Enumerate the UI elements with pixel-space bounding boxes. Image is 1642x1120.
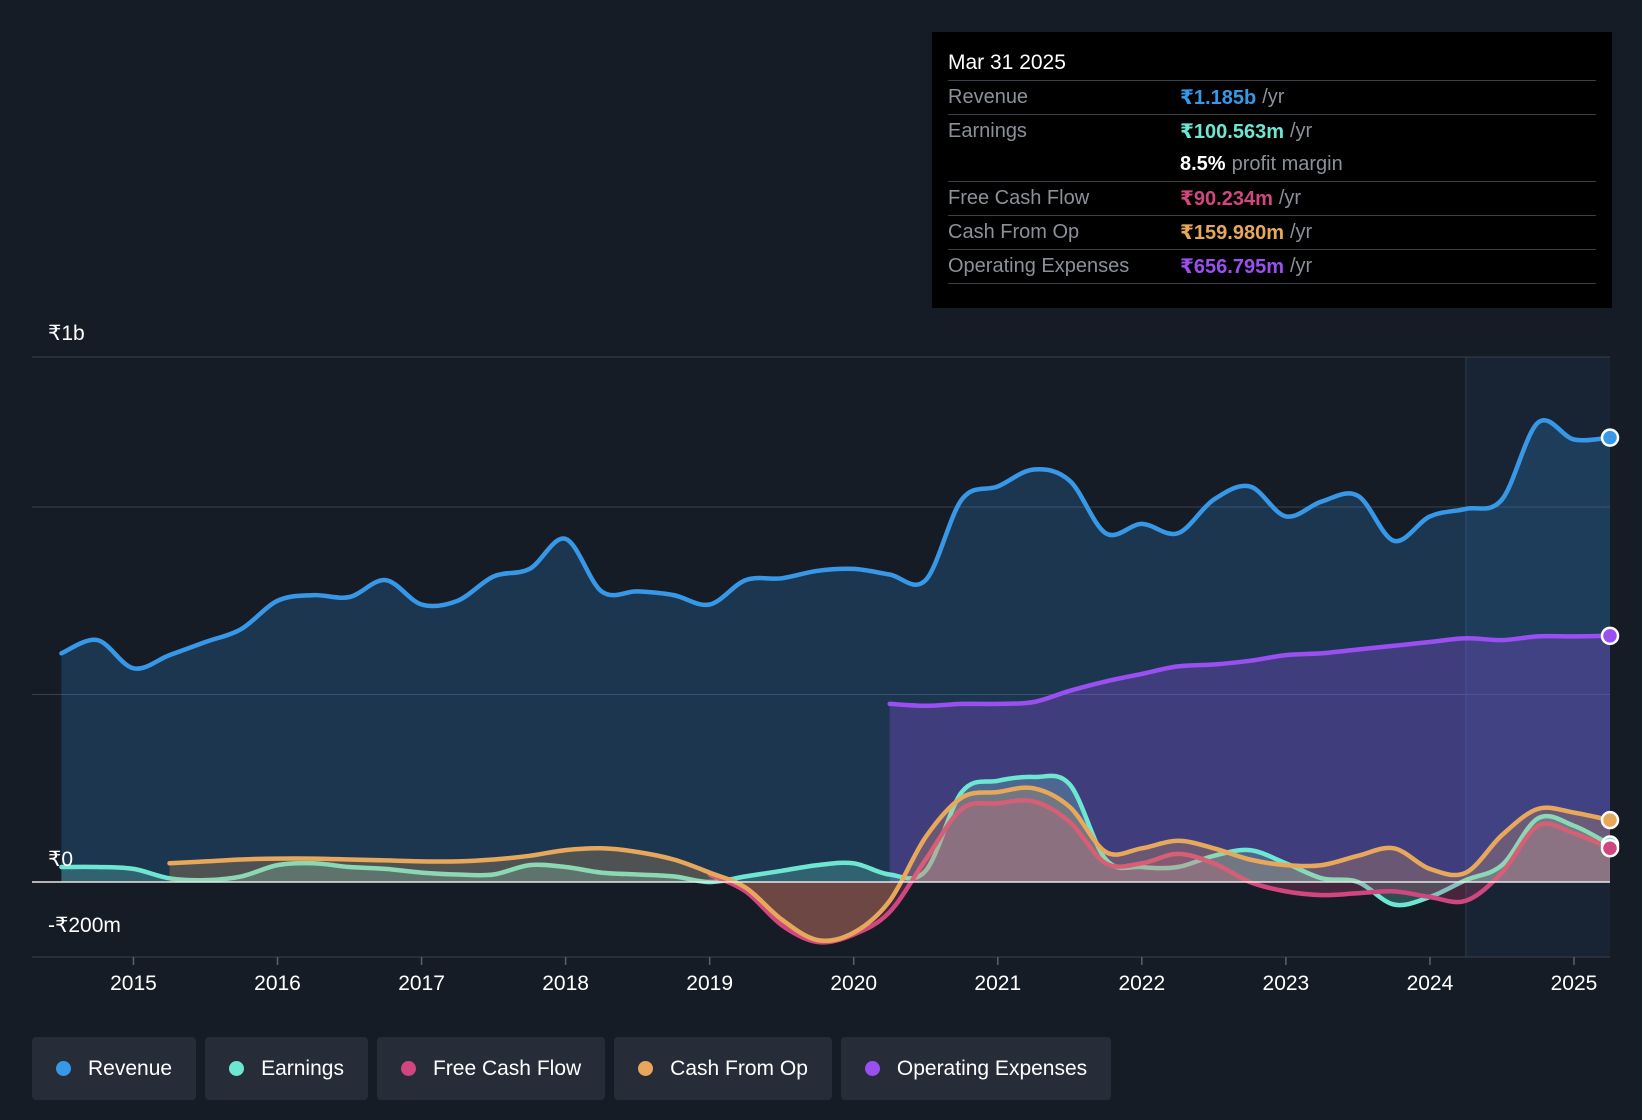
x-tick-label: 2020 xyxy=(830,972,877,995)
legend: Revenue Earnings Free Cash Flow Cash Fro… xyxy=(32,1037,1112,1100)
legend-label: Cash From Op xyxy=(670,1056,808,1080)
x-tick-label: 2016 xyxy=(254,972,301,995)
profit-margin-value: 8.5% xyxy=(1180,153,1226,175)
tooltip-label: Operating Expenses xyxy=(948,255,1130,277)
tooltip-date: Mar 31 2025 xyxy=(948,51,1066,74)
tooltip-unit: /yr xyxy=(1290,221,1313,243)
x-tick-label: 2022 xyxy=(1118,972,1165,995)
x-tick-label: 2018 xyxy=(542,972,589,995)
revenue-dot-icon xyxy=(56,1061,71,1076)
legend-label: Earnings xyxy=(261,1056,344,1080)
legend-item-operating-expenses[interactable]: Operating Expenses xyxy=(840,1037,1112,1100)
series-layer xyxy=(59,418,1610,945)
legend-item-revenue[interactable]: Revenue xyxy=(32,1037,197,1100)
tooltip-value: ₹656.795m xyxy=(1180,256,1284,278)
earnings-area xyxy=(61,775,1610,906)
legend-item-earnings[interactable]: Earnings xyxy=(205,1037,368,1100)
y-axis-label: -₹200m xyxy=(48,914,121,937)
x-tick-label: 2015 xyxy=(110,972,157,995)
data-tooltip: Mar 31 2025 Revenue ₹1.185b /yr Earnings… xyxy=(932,32,1612,308)
tooltip-label: Revenue xyxy=(948,86,1029,108)
legend-item-free-cash-flow[interactable]: Free Cash Flow xyxy=(376,1037,606,1100)
x-tick-label: 2023 xyxy=(1263,972,1310,995)
earnings-line xyxy=(59,773,1610,908)
current-period-highlight xyxy=(1465,357,1610,957)
tooltip-row-free-cash-flow: Free Cash Flow ₹90.234m /yr xyxy=(948,181,1596,215)
tooltip-label: Free Cash Flow xyxy=(948,187,1090,209)
legend-label: Revenue xyxy=(88,1056,173,1080)
profit-margin-label: profit margin xyxy=(1231,153,1343,175)
cash-from-op-dot-icon xyxy=(638,1061,654,1076)
y-axis-labels: ₹1b ₹0 -₹200m xyxy=(48,322,121,937)
tooltip-unit: /yr xyxy=(1262,86,1285,108)
x-tick-label: 2025 xyxy=(1551,972,1598,995)
operating-expenses-dot-icon xyxy=(864,1061,880,1076)
tooltip-value: ₹100.563m xyxy=(1180,121,1284,143)
operating-expenses-endpoint xyxy=(1600,626,1620,646)
tooltip-row-profit-margin: 8.5% profit margin xyxy=(948,148,1596,181)
legend-item-cash-from-op[interactable]: Cash From Op xyxy=(614,1037,832,1100)
revenue-line xyxy=(59,418,1610,671)
revenue-area xyxy=(61,420,1610,882)
x-tick-label: 2017 xyxy=(398,972,445,995)
tooltip-value: ₹1.185b xyxy=(1180,87,1257,109)
tooltip-value: ₹90.234m xyxy=(1180,188,1273,210)
x-tick-label: 2024 xyxy=(1407,972,1454,995)
x-tick-label: 2021 xyxy=(974,972,1021,995)
legend-label: Operating Expenses xyxy=(896,1056,1088,1080)
tooltip-row-revenue: Revenue ₹1.185b /yr xyxy=(948,80,1596,114)
tooltip-label: Cash From Op xyxy=(948,221,1080,243)
tooltip-unit: /yr xyxy=(1278,187,1302,209)
x-tick-label: 2019 xyxy=(686,972,733,995)
cash-from-op-area xyxy=(169,787,1610,941)
legend-label: Free Cash Flow xyxy=(432,1056,582,1080)
series-endpoints xyxy=(1600,428,1620,858)
cash-from-op-endpoint xyxy=(1600,810,1620,830)
tooltip-row-cash-from-op: Cash From Op ₹159.980m /yr xyxy=(948,215,1596,249)
y-axis-label: ₹1b xyxy=(48,322,85,345)
free-cash-flow-area xyxy=(709,800,1610,943)
earnings-dot-icon xyxy=(229,1061,245,1076)
free-cash-flow-endpoint xyxy=(1600,839,1620,858)
tooltip-row-earnings: Earnings ₹100.563m /yr xyxy=(948,114,1596,148)
tooltip-label: Earnings xyxy=(948,120,1027,142)
tooltip-unit: /yr xyxy=(1290,120,1313,142)
gridlines xyxy=(32,356,1610,958)
y-axis-label: ₹0 xyxy=(48,848,73,871)
tooltip-unit: /yr xyxy=(1290,255,1313,277)
free-cash-flow-dot-icon xyxy=(400,1061,416,1076)
tooltip-value: ₹159.980m xyxy=(1180,222,1284,244)
revenue-endpoint xyxy=(1600,428,1620,447)
cash-from-op-line xyxy=(167,785,1610,944)
tooltip-row-operating-expenses: Operating Expenses ₹656.795m /yr xyxy=(948,249,1596,283)
operating-expenses-line xyxy=(887,633,1610,709)
x-axis: 2015 2016 2017 2018 2019 2020 2021 2022 2023 2024… xyxy=(110,957,1597,995)
